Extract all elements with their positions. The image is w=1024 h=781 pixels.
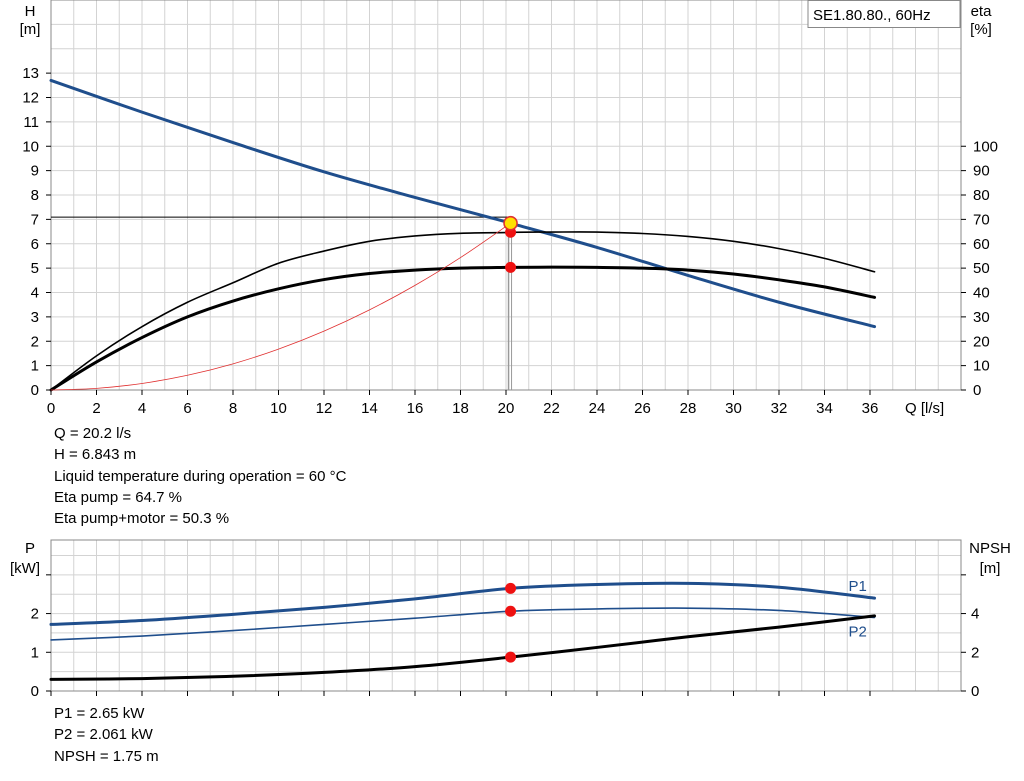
series-NPSH <box>49 614 877 681</box>
x-tick-label: 24 <box>589 400 606 417</box>
y-left-tick-label: 2 <box>31 333 39 350</box>
x-tick-label: 6 <box>183 400 191 417</box>
performance-chart: 0 2 4 6 8 10 12 14 16 18 20 22 24 26 28 30 32 34 36 Q [l/s]… <box>20 0 998 417</box>
x-tick-label: 20 <box>498 400 515 417</box>
y-left-tick-label: 12 <box>22 90 39 107</box>
x-tick-label: 4 <box>138 400 146 417</box>
y-left-tick-label: 1 <box>31 644 39 661</box>
y-left-tick-label: 2 <box>31 606 39 623</box>
series-label-P2: P2 <box>849 623 867 640</box>
series-eta_pump_motor <box>49 265 877 392</box>
y-left-axis-unit: [m] <box>20 21 41 38</box>
y-left-axis-label: P <box>25 540 35 557</box>
operating-point-info: Q = 20.2 l/s H = 6.843 m Liquid temperat… <box>54 423 346 529</box>
x-axis-label: Q [l/s] <box>905 400 944 417</box>
y-right-tick-label: 80 <box>973 187 990 204</box>
y-right-axis-unit: [m] <box>980 560 1001 577</box>
series-label-P1: P1 <box>849 578 867 595</box>
x-tick-label: 16 <box>407 400 424 417</box>
series-system_curve <box>50 222 511 391</box>
x-tick-label: 34 <box>816 400 833 417</box>
y-right-tick-label: 50 <box>973 260 990 277</box>
y-right-tick-label: 60 <box>973 236 990 253</box>
x-tick-label: 18 <box>452 400 469 417</box>
model-label: SE1.80.80., 60Hz <box>813 7 931 24</box>
x-tick-label: 22 <box>543 400 560 417</box>
x-tick-label: 8 <box>229 400 237 417</box>
y-left-tick-label: 1 <box>31 358 39 375</box>
y-left-tick-label: 3 <box>31 309 39 326</box>
info-p1: P1 = 2.65 kW <box>54 705 145 722</box>
y-right-tick-label: 10 <box>973 358 990 375</box>
x-tick-label: 30 <box>725 400 742 417</box>
y-left-tick-label: 13 <box>22 65 39 82</box>
y-left-tick-label: 5 <box>31 260 39 277</box>
npsh-point <box>505 651 517 663</box>
x-tick-label: 0 <box>47 400 55 417</box>
x-tick-label: 32 <box>771 400 788 417</box>
x-tick-label: 36 <box>862 400 879 417</box>
y-right-tick-label: 20 <box>973 333 990 350</box>
y-left-tick-label: 8 <box>31 187 39 204</box>
y-left-axis-unit: [kW] <box>10 560 40 577</box>
y-right-tick-label: 0 <box>971 683 979 700</box>
y-right-tick-label: 2 <box>971 644 979 661</box>
y-right-tick-label: 40 <box>973 285 990 302</box>
info-eta-pump: Eta pump = 64.7 % <box>54 488 182 506</box>
series-eta_pump <box>50 231 876 391</box>
y-right-tick-label: 90 <box>973 163 990 180</box>
y-right-axis-label: NPSH <box>969 540 1011 557</box>
duty-point <box>503 215 518 231</box>
y-left-tick-label: 6 <box>31 236 39 253</box>
y-left-tick-label: 7 <box>31 211 39 228</box>
y-left-tick-label: 10 <box>22 138 39 155</box>
power-npsh-chart: 0 1 2 P [kW] 0 2 4 NPSH [m] P1 P2 <box>10 539 1011 700</box>
model-label-box <box>807 0 961 28</box>
y-left-tick-label: 4 <box>31 285 39 302</box>
y-right-tick-label: 70 <box>973 211 990 228</box>
info-h: H = 6.843 m <box>54 446 137 464</box>
x-tick-label: 28 <box>680 400 697 417</box>
x-tick-label: 10 <box>270 400 287 417</box>
y-right-tick-label: 4 <box>971 606 979 623</box>
x-tick-label: 12 <box>316 400 333 417</box>
y-left-tick-label: 9 <box>31 163 39 180</box>
y-right-tick-label: 30 <box>973 309 990 326</box>
y-right-axis-unit: [%] <box>970 21 992 38</box>
power-info: P1 = 2.65 kW P2 = 2.061 kW NPSH = 1.75 m <box>54 703 159 767</box>
y-right-tick-label: 100 <box>973 138 998 155</box>
y-right-tick-label: 0 <box>973 382 981 399</box>
series-P1 <box>49 581 877 626</box>
info-liquid-temperature: Liquid temperature during operation = 60… <box>54 467 347 485</box>
p1-point <box>505 582 517 594</box>
info-eta-pump-motor: Eta pump+motor = 50.3 % <box>54 510 230 528</box>
y-left-tick-label: 0 <box>31 382 39 399</box>
x-tick-label: 26 <box>634 400 651 417</box>
eta-pump-motor-point <box>505 261 517 273</box>
y-right-axis-label: eta <box>971 3 993 20</box>
p2-point <box>505 605 517 617</box>
x-tick-label: 14 <box>361 400 378 417</box>
y-left-axis-label: H <box>25 3 36 20</box>
info-q: Q = 20.2 l/s <box>54 425 132 442</box>
y-left-tick-label: 11 <box>23 114 39 131</box>
y-left-tick-label: 0 <box>31 683 39 700</box>
series-P2 <box>50 607 876 641</box>
info-p2: P2 = 2.061 kW <box>54 726 153 744</box>
info-npsh: NPSH = 1.75 m <box>54 747 159 765</box>
x-tick-label: 2 <box>92 400 100 417</box>
